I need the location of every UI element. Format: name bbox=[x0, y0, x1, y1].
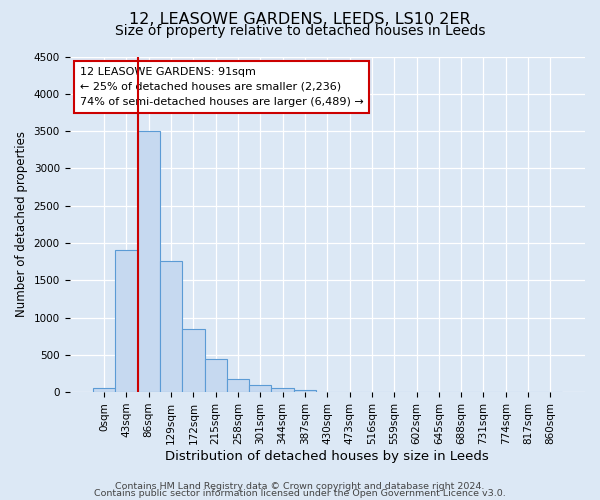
Bar bbox=[93, 388, 115, 392]
Text: 12 LEASOWE GARDENS: 91sqm
← 25% of detached houses are smaller (2,236)
74% of se: 12 LEASOWE GARDENS: 91sqm ← 25% of detac… bbox=[80, 66, 364, 107]
Text: 12, LEASOWE GARDENS, LEEDS, LS10 2ER: 12, LEASOWE GARDENS, LEEDS, LS10 2ER bbox=[129, 12, 471, 28]
X-axis label: Distribution of detached houses by size in Leeds: Distribution of detached houses by size … bbox=[166, 450, 489, 462]
Bar bbox=[205, 358, 227, 392]
Bar bbox=[294, 390, 316, 392]
Bar bbox=[115, 250, 137, 392]
Bar bbox=[249, 386, 271, 392]
Y-axis label: Number of detached properties: Number of detached properties bbox=[15, 132, 28, 318]
Text: Contains public sector information licensed under the Open Government Licence v3: Contains public sector information licen… bbox=[94, 489, 506, 498]
Bar bbox=[271, 388, 294, 392]
Bar bbox=[137, 131, 160, 392]
Text: Contains HM Land Registry data © Crown copyright and database right 2024.: Contains HM Land Registry data © Crown c… bbox=[115, 482, 485, 491]
Text: Size of property relative to detached houses in Leeds: Size of property relative to detached ho… bbox=[115, 24, 485, 38]
Bar bbox=[182, 328, 205, 392]
Bar bbox=[227, 379, 249, 392]
Bar bbox=[160, 261, 182, 392]
